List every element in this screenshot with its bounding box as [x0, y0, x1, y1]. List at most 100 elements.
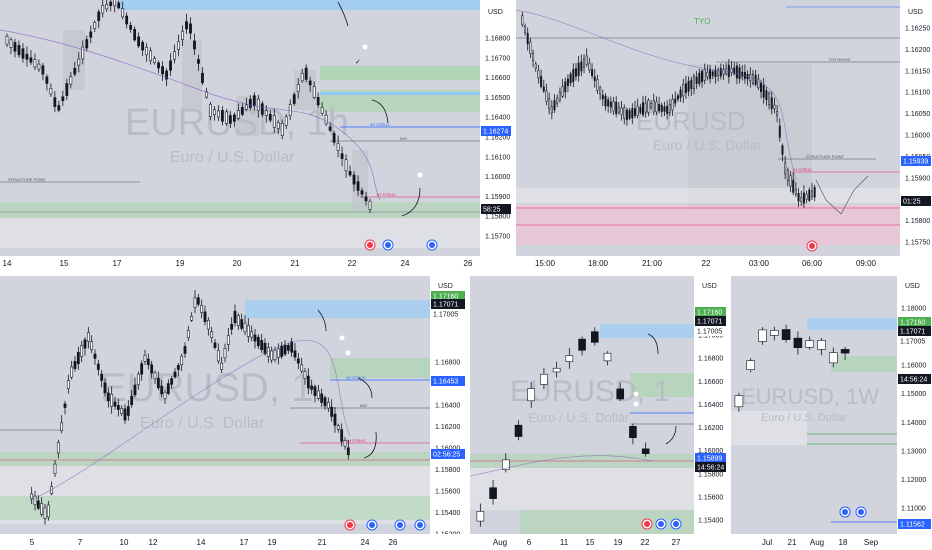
chart-svg-bottom-right[interactable]: EURUSD, 1W Euro / U.S. Dollar USD 1.18000 1.…: [731, 276, 932, 550]
bl-candle: [36, 500, 40, 509]
bm-candle: [578, 338, 586, 351]
tr-candle: [794, 188, 797, 195]
tl-candle: [81, 46, 85, 60]
tr-candle: [709, 69, 712, 79]
tl-candle: [300, 72, 304, 82]
tl-candle: [181, 30, 184, 40]
tl-candle: [125, 15, 129, 25]
br-x-label: Sep: [864, 538, 879, 547]
bm-candle: [603, 352, 612, 362]
tl-candle: [105, 3, 109, 10]
bm-t1-price-tag-text: 1.17071: [697, 319, 722, 326]
chart-panel-bottom-right[interactable]: EURUSD, 1W Euro / U.S. Dollar USD 1.18000 1.…: [731, 276, 932, 550]
tl-candle: [185, 21, 188, 30]
bm-candle: [552, 367, 561, 373]
bl-candle: [70, 366, 74, 378]
chart-panel-top-right[interactable]: TYO HIGHS STRUCTURE POINT 1H STRUC TYO EURUS…: [516, 0, 932, 272]
bm-x-label: 15: [586, 538, 595, 547]
tr-candle: [633, 108, 636, 116]
tl-candle: [312, 86, 316, 98]
bm-y-label: 1.16600: [698, 379, 723, 386]
signal-dot: [339, 335, 345, 341]
demand-zone: [330, 358, 430, 378]
tl-y-label: 1.15700: [485, 234, 510, 241]
tr-candle: [607, 99, 610, 107]
bm-event-icon-dot: [644, 521, 650, 527]
tl-candle: [25, 53, 29, 60]
chart-svg-top-left[interactable]: EURUSD, 1h Euro / U.S. Dollar STRUCTURE PO…: [0, 0, 512, 272]
br-candle: [769, 330, 779, 336]
bl-candle: [123, 408, 127, 421]
tr-y-label: 1.16050: [905, 111, 930, 118]
br-candle: [793, 337, 803, 349]
tr-candle: [676, 95, 679, 100]
tr-y-label: 1.15750: [905, 240, 930, 247]
bl-candle: [146, 358, 150, 366]
tl-candle: [41, 65, 45, 75]
tl-candle: [129, 25, 133, 30]
moving-average-line: [29, 340, 351, 502]
watermark-name: Euro / U.S. Dollar: [528, 410, 630, 425]
tl-candle: [328, 126, 332, 131]
br-currency-label: USD: [905, 283, 920, 290]
tl-candle: [205, 91, 208, 98]
bl-candle: [130, 395, 134, 406]
tr-candle: [612, 101, 615, 112]
structure-label: STRUCTURE POINT: [8, 177, 47, 182]
bl-candle: [200, 305, 204, 313]
x-axis-bg: [0, 256, 512, 272]
tr-candle: [647, 99, 650, 113]
tr-candle: [650, 103, 653, 108]
bl-candle: [256, 336, 260, 347]
tl-candle: [197, 59, 200, 64]
bl-candle: [120, 408, 124, 414]
bl-candle: [290, 341, 294, 353]
pink-struct-label: 1H STRUC: [792, 167, 812, 172]
chart-panel-top-left[interactable]: EURUSD, 1h Euro / U.S. Dollar STRUCTURE PO…: [0, 0, 512, 272]
br-currency-box: [899, 277, 927, 293]
br-y-label: 1.13000: [901, 448, 926, 455]
bm-time-price-tag: [695, 462, 726, 472]
tr-candle: [550, 106, 553, 114]
tr-candle: [577, 62, 580, 76]
tl-y-label: 1.16700: [485, 55, 510, 62]
br-t3-price-tag-text: 1.11562: [900, 522, 925, 529]
br-event-icon-dot: [842, 509, 848, 515]
bm-t3-price-tag-text: 1.15899: [697, 456, 722, 463]
bl-candle: [60, 422, 64, 431]
projection-arrow: [371, 99, 389, 124]
bl-x-label: 21: [318, 538, 327, 547]
bl-event-icon-dot: [369, 522, 375, 528]
br-t2-price-tag: [898, 336, 931, 346]
tl-candle: [49, 88, 53, 95]
tr-candle: [623, 107, 626, 119]
bl-t0-price-tag-text: 1.17160: [433, 294, 458, 301]
bl-candle: [283, 344, 287, 355]
tr-candle: [615, 101, 618, 115]
bm-candle: [527, 388, 536, 402]
tr-candle: [524, 26, 527, 33]
br-candle: [817, 340, 826, 350]
tl-candle: [292, 94, 296, 104]
bl-x-label: 26: [389, 538, 398, 547]
projection-arrow: [317, 309, 327, 332]
bl-candle: [116, 405, 120, 410]
tl-x-label: 14: [3, 259, 12, 268]
tl-candle: [45, 76, 49, 84]
tr-candle: [808, 189, 811, 201]
bm-x-label: 11: [560, 538, 569, 547]
tr-candle: [682, 84, 685, 97]
chart-panel-bottom-left[interactable]: 5/M 1H STRUC 4H STRUC EURUSD, 1 Euro / U.S. …: [0, 276, 466, 550]
chart-svg-top-right[interactable]: TYO HIGHS STRUCTURE POINT 1H STRUC TYO EURUS…: [516, 0, 932, 272]
tl-candle: [324, 114, 328, 125]
watermark-symbol: EURUSD: [636, 106, 746, 136]
tr-candle: [810, 190, 813, 197]
bl-candle: [236, 315, 240, 326]
bl-candle: [286, 345, 290, 351]
supply-zone: [245, 300, 430, 318]
tr-candle: [566, 78, 569, 86]
tr-x-label: 21:00: [642, 259, 663, 268]
